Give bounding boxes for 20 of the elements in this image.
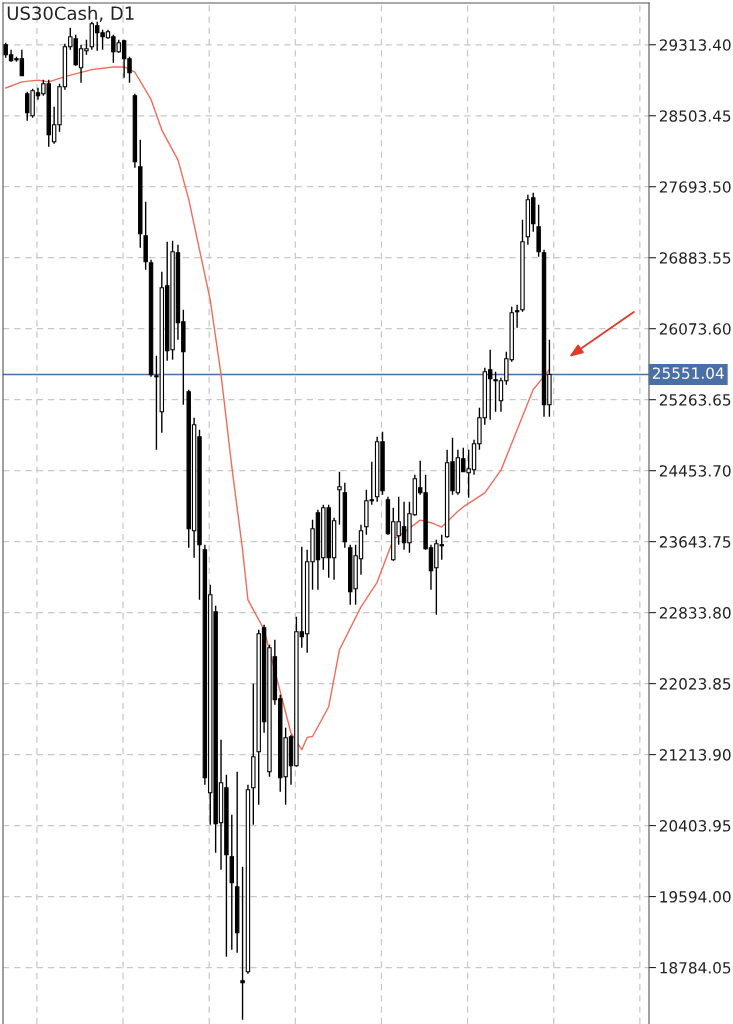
y-tick-label: 25263.65 <box>659 394 731 406</box>
candlestick <box>240 866 245 1021</box>
chart-title: US30Cash, D1 <box>7 6 134 22</box>
y-tick-label: 27693.50 <box>659 181 731 193</box>
y-tick-label: 18784.05 <box>660 962 731 974</box>
y-tick-label: 28503.45 <box>659 110 731 122</box>
y-tick-label: 29313.40 <box>659 39 731 51</box>
y-tick-label: 22833.80 <box>659 607 731 619</box>
y-tick-label: 26073.60 <box>659 323 731 335</box>
candlestick <box>514 304 520 329</box>
y-tick-label: 19594.00 <box>660 891 731 903</box>
line-series <box>4 66 551 751</box>
y-tick-label: 23643.75 <box>659 536 731 548</box>
candlestick <box>337 471 342 526</box>
y-tick-label: 26883.55 <box>659 252 731 264</box>
y-tick-label: 21213.90 <box>659 749 731 761</box>
ref-line-label: 25551.04 <box>652 367 724 379</box>
y-tick-label: 20403.95 <box>659 820 731 832</box>
y-tick-label: 22023.85 <box>659 678 731 690</box>
y-tick-label: 24453.70 <box>659 465 731 477</box>
